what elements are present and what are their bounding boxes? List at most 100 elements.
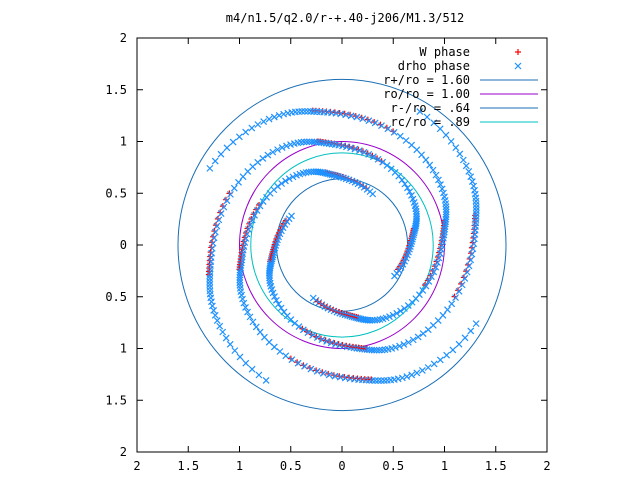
drho-phase-point — [458, 281, 466, 289]
drho-phase-point — [318, 336, 326, 344]
drho-phase-point — [408, 371, 416, 379]
drho-phase-point — [307, 168, 315, 176]
drho-phase-point — [396, 342, 403, 350]
x-tick-label: 0.5 — [280, 459, 302, 473]
drho-phase-point — [283, 142, 290, 150]
drho-phase-point — [368, 377, 376, 384]
legend-label: r+/ro = 1.60 — [383, 73, 470, 87]
drho-phase-point — [467, 173, 475, 181]
drho-phase-point — [465, 167, 473, 175]
drho-phase-point — [222, 334, 230, 342]
drho-phase-point — [251, 211, 258, 219]
drho-phase-point — [269, 289, 277, 297]
drho-phase-point — [255, 371, 263, 379]
circle-rro — [275, 178, 409, 312]
drho-phase-point — [396, 132, 404, 140]
drho-phase-point — [229, 138, 237, 146]
drho-phase-point — [406, 188, 414, 196]
drho-phase-point — [223, 144, 231, 152]
drho-phase-point — [293, 171, 300, 179]
drho-phase-point — [242, 128, 250, 136]
drho-phase-point — [217, 150, 225, 158]
drho-phase-point — [270, 343, 278, 351]
drho-phase-point — [438, 185, 446, 193]
drho-phase-point — [301, 362, 308, 370]
drho-phase-point — [400, 305, 408, 312]
drho-phase-point — [428, 273, 435, 281]
drho-phase-point — [467, 256, 475, 264]
drho-phase-point — [468, 250, 476, 258]
drho-phase-point — [378, 122, 385, 130]
drho-phase-point — [269, 148, 277, 156]
drho-phase-point — [262, 377, 270, 384]
drho-phase-point — [236, 274, 244, 281]
drho-phase-point — [472, 320, 480, 328]
drho-phase-point — [419, 330, 427, 337]
drho-phase-point — [208, 302, 216, 310]
drho-phase-point — [402, 137, 410, 144]
drho-phase-point — [430, 360, 438, 368]
drho-phase-point — [434, 259, 441, 266]
drho-phase-point — [211, 311, 219, 319]
drho-phase-point — [216, 322, 224, 330]
drho-phase-point — [223, 197, 231, 205]
drho-phase-point — [371, 377, 379, 384]
drho-phase-point — [248, 216, 256, 224]
drho-phase-point — [379, 158, 387, 166]
drho-phase-point — [452, 294, 459, 302]
drho-phase-point — [215, 216, 223, 224]
drho-phase-point — [416, 108, 424, 115]
drho-phase-point — [395, 266, 403, 274]
drho-phase-point — [327, 339, 335, 347]
drho-phase-point — [213, 317, 221, 325]
x-tick-label: 0 — [338, 459, 345, 473]
drho-phase-point — [455, 287, 463, 295]
drho-phase-point — [430, 119, 438, 127]
drho-phase-point — [463, 268, 471, 276]
drho-phase-point — [472, 206, 480, 214]
drho-phase-point — [231, 347, 239, 355]
drho-phase-point — [351, 145, 359, 153]
drho-phase-point — [307, 108, 315, 115]
drho-phase-point — [331, 372, 339, 380]
drho-phase-point — [408, 235, 416, 243]
drho-phase-point — [435, 176, 442, 184]
drho-phase-point — [303, 138, 311, 146]
drho-phase-point — [226, 340, 234, 348]
drho-phase-point — [461, 334, 469, 342]
drho-phase-point — [365, 150, 373, 158]
drho-phase-point — [301, 107, 309, 115]
drho-phase-point — [206, 278, 214, 286]
drho-phase-point — [393, 309, 401, 317]
drho-phase-point — [404, 184, 411, 192]
drho-phase-point — [442, 208, 450, 216]
y-tick-label: 1.5 — [105, 83, 127, 97]
drho-phase-point — [347, 144, 354, 152]
drho-phase-point — [401, 180, 409, 188]
drho-phase-point — [392, 344, 399, 351]
drho-phase-point — [409, 233, 417, 241]
chart-title: m4/n1.5/q2.0/r-+.40-j206/M1.3/512 — [226, 11, 464, 25]
drho-phase-point — [236, 279, 244, 286]
drho-phase-point — [274, 146, 281, 154]
drho-phase-point — [353, 113, 361, 121]
drho-phase-point — [470, 182, 478, 190]
y-tick-label: 2 — [120, 445, 127, 459]
drho-phase-point — [369, 153, 377, 161]
drho-phase-point — [248, 365, 256, 373]
drho-phase-point — [437, 181, 444, 188]
drho-phase-point — [408, 141, 416, 149]
drho-phase-point — [313, 334, 321, 342]
drho-phase-point — [371, 119, 379, 127]
legend-label: W phase — [419, 45, 470, 59]
drho-phase-point — [409, 336, 417, 344]
drho-phase-point — [325, 371, 333, 379]
drho-phase-point — [253, 207, 261, 215]
y-tick-label: 2 — [120, 31, 127, 45]
drho-phase-point — [442, 206, 450, 213]
drho-phase-point — [265, 115, 273, 123]
drho-phase-point — [413, 369, 421, 377]
